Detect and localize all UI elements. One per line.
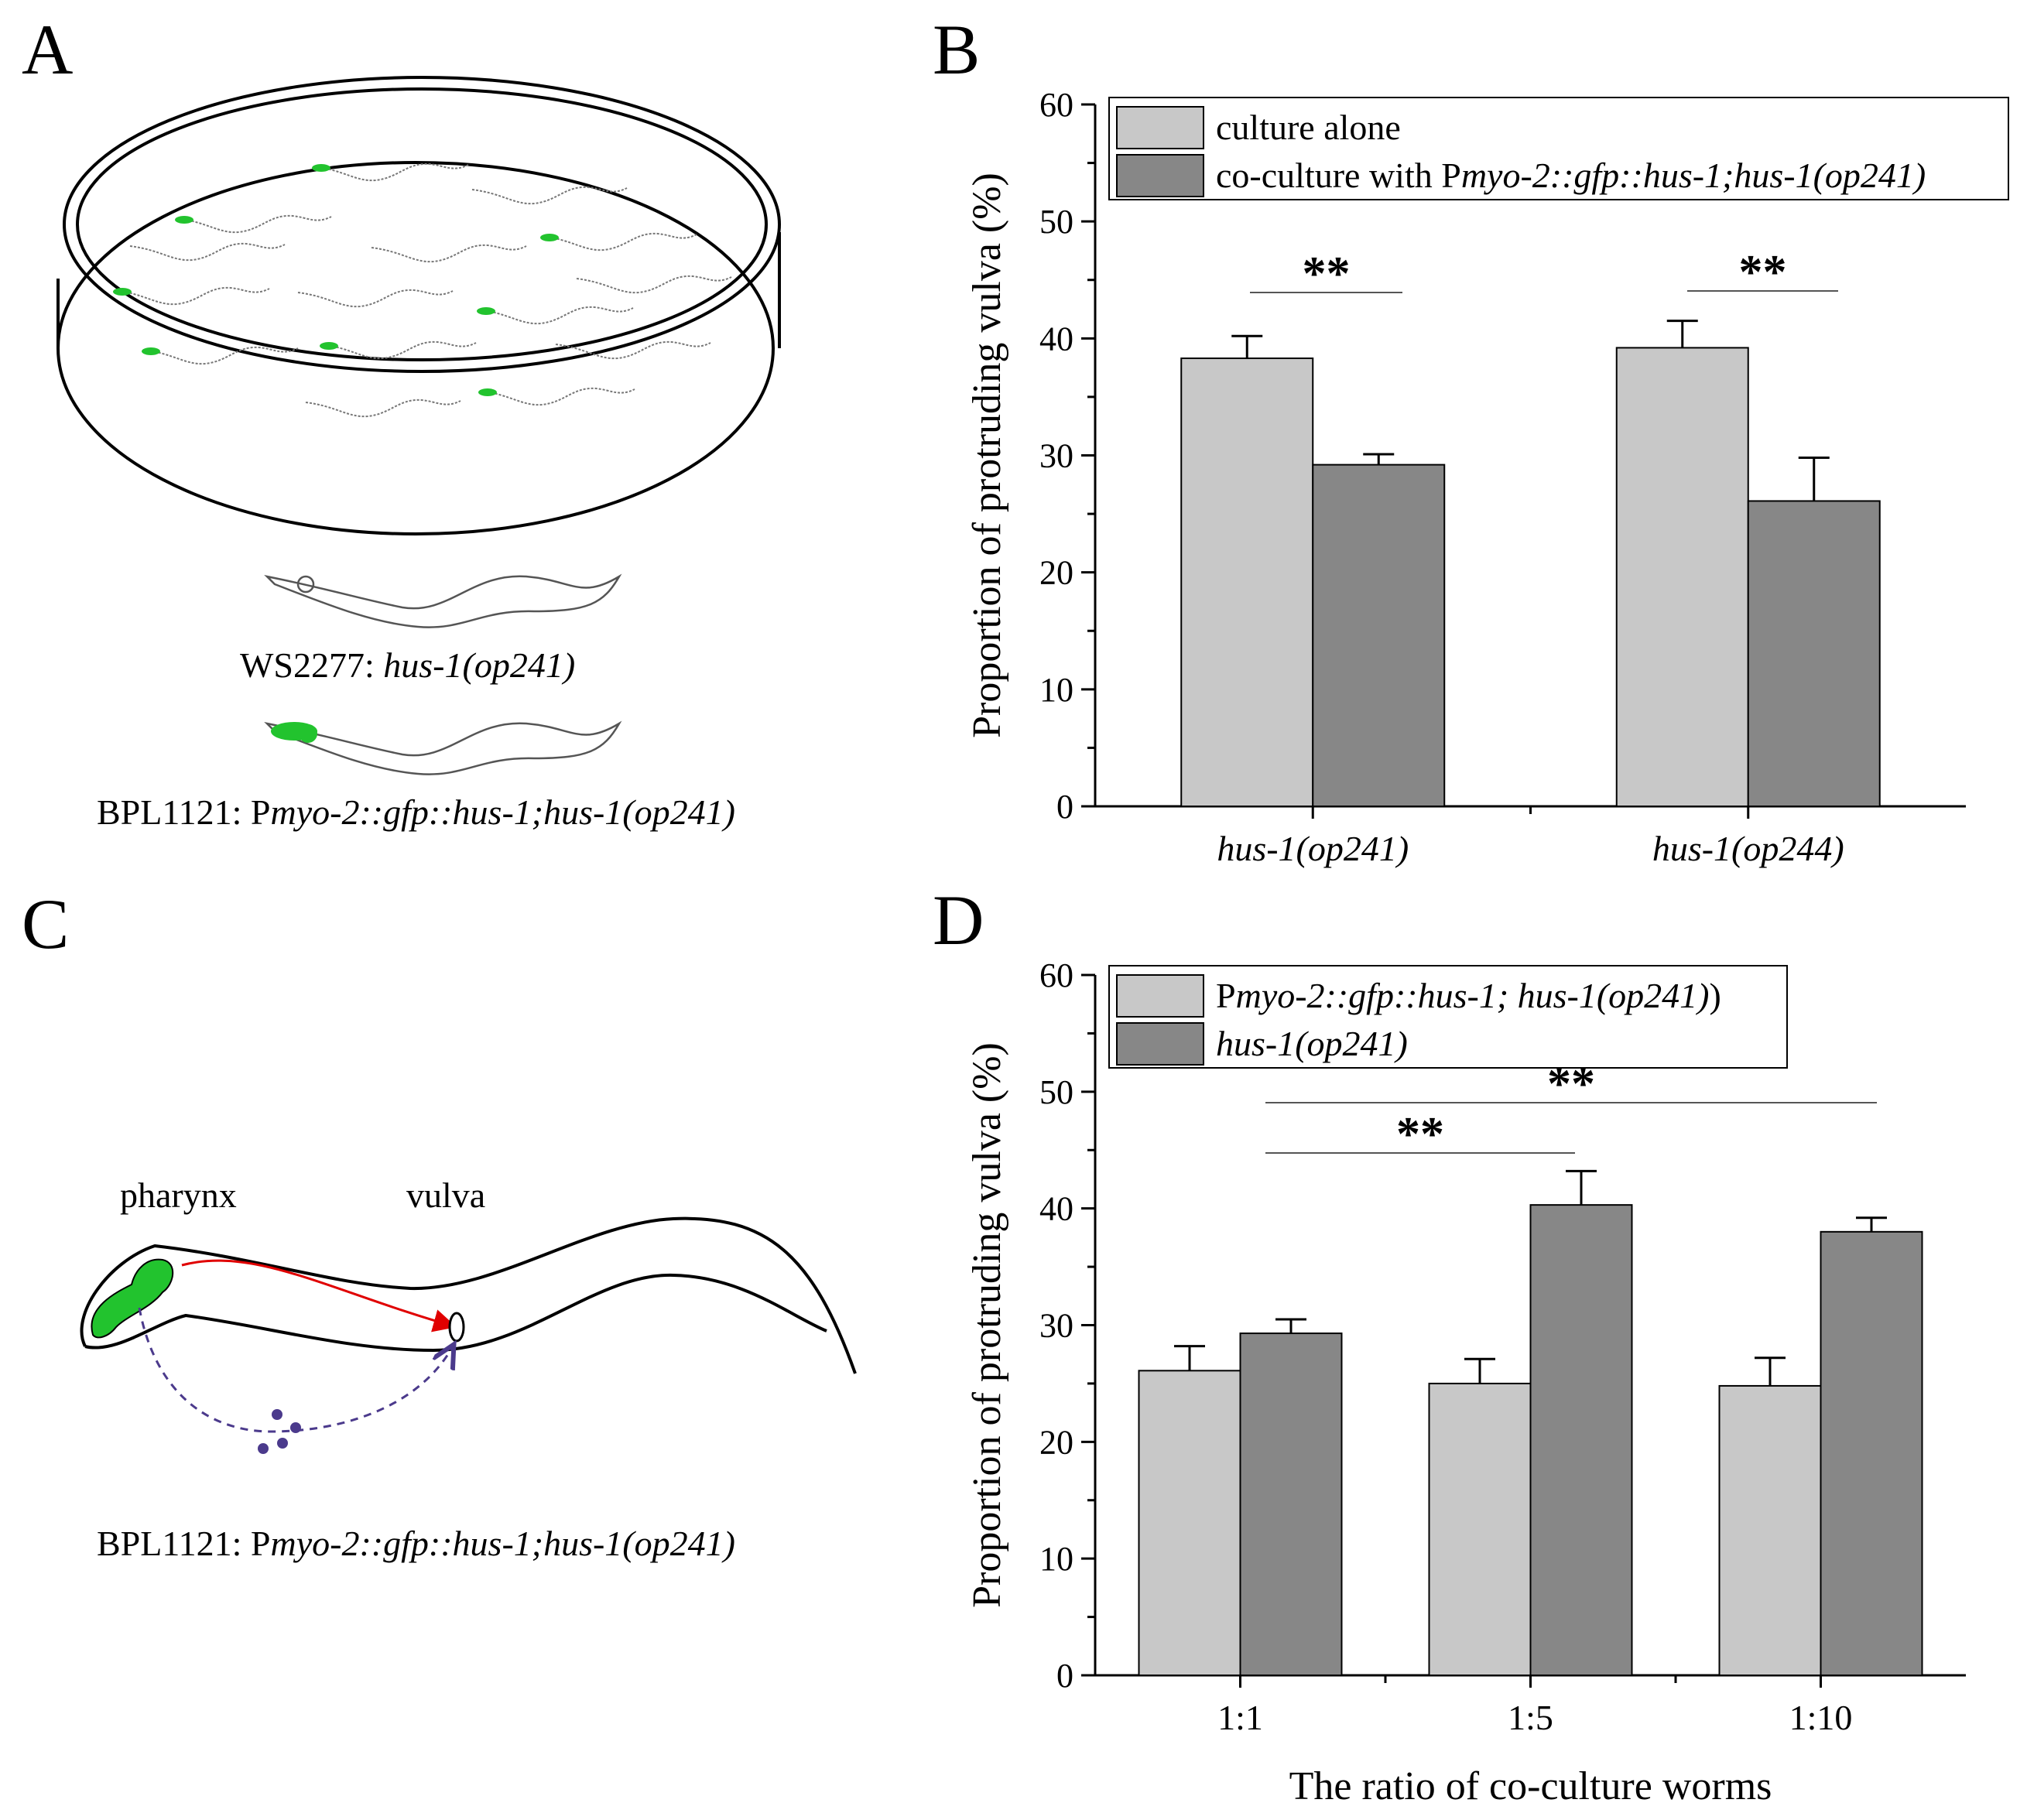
y-tick-label: 20 xyxy=(1039,554,1073,592)
pharynx-gfp-icon xyxy=(91,1258,174,1339)
y-axis-label: Proportion of protruding vulva (%) xyxy=(965,173,1009,738)
bpl1121-caption-prefix: BPL1121: P xyxy=(97,792,271,832)
chart-d: 0 10 20 30 40 50 60 Proportion of protruding vu… xyxy=(965,956,1966,1808)
legend-box xyxy=(1108,97,2009,200)
significance-stars: ** xyxy=(1739,246,1787,299)
legend-entry-prefix: co-culture with P xyxy=(1216,156,1461,195)
x-axis-label: The ratio of co-culture worms xyxy=(1289,1764,1772,1808)
worm-icon xyxy=(129,242,286,262)
x-tick-label: 1:1 xyxy=(1217,1698,1263,1737)
legend-entry-genotype: hus-1(op241) xyxy=(1216,1024,1408,1063)
bar xyxy=(1820,1230,1923,1677)
gfp-worm-icon xyxy=(540,232,697,251)
legend-swatch xyxy=(1116,106,1204,149)
legend-swatch xyxy=(1116,154,1204,197)
gfp-worm-icon xyxy=(175,214,332,234)
x-tick-label: hus-1(op244) xyxy=(1652,829,1844,868)
significance-stars: ** xyxy=(1396,1108,1444,1161)
y-tick-label: 20 xyxy=(1039,1423,1073,1461)
bar xyxy=(1138,1370,1241,1676)
panel-b: B 0 10 20 30 40 50 60 Proportion of protruding … xyxy=(933,10,2009,868)
bar xyxy=(1239,1332,1343,1677)
legend-swatch xyxy=(1116,1022,1204,1066)
panel-c: C pharynx vulva BPL1121: Pmyo-2::gfp::hu… xyxy=(22,884,857,1563)
gfp-worm-icon xyxy=(477,306,634,325)
y-tick-label: 60 xyxy=(1039,86,1073,124)
panel-a: A WS2277: hus-1(op241) BPL1121: Pmyo-2::… xyxy=(22,10,781,832)
bar xyxy=(1180,358,1314,807)
chart-b: 0 10 20 30 40 50 60 Proportion of protruding vu… xyxy=(965,86,2009,868)
gfp-worm-icon xyxy=(142,346,299,365)
bar xyxy=(1428,1382,1532,1676)
worm-icon xyxy=(297,289,454,308)
red-transport-arrow xyxy=(181,1259,457,1332)
y-tick-label: 30 xyxy=(1039,1307,1073,1345)
legend-entry: Pmyo-2::gfp::hus-1; hus-1(op241)) xyxy=(1216,976,1721,1015)
pharynx-label: pharynx xyxy=(120,1175,237,1215)
y-tick-label: 40 xyxy=(1039,320,1073,358)
ws2277-worm-illustration xyxy=(264,573,622,628)
panel-a-letter: A xyxy=(22,10,73,89)
y-tick-label: 0 xyxy=(1056,1657,1073,1695)
bpl1121-worm-illustration xyxy=(264,720,622,775)
ws2277-caption: WS2277: hus-1(op241) xyxy=(240,645,575,685)
legend-entry: hus-1(op241) xyxy=(1216,1024,1408,1063)
legend-box xyxy=(1108,965,1788,1069)
gfp-worm-icon xyxy=(312,162,469,182)
worm-icon xyxy=(471,186,628,205)
worm-icon xyxy=(576,275,732,294)
bpl1121-caption: BPL1121: Pmyo-2::gfp::hus-1;hus-1(op241) xyxy=(97,792,735,832)
worm-icon xyxy=(305,399,461,418)
bpl1121-caption-c-prefix: BPL1121: P xyxy=(97,1524,271,1563)
y-axis-label: Proportion of protruding vulva (%) xyxy=(965,1042,1009,1608)
legend-entry-genotype: myo-2::gfp::hus-1;hus-1(op241) xyxy=(1461,156,1926,195)
legend-entry-genotype: myo-2::gfp::hus-1; hus-1(op241) xyxy=(1236,976,1710,1015)
ws2277-caption-prefix: WS2277: xyxy=(240,645,383,685)
bar xyxy=(1747,500,1881,808)
panel-c-letter: C xyxy=(22,884,69,963)
y-tick-label: 10 xyxy=(1039,1540,1073,1578)
vulva-label: vulva xyxy=(406,1175,485,1215)
bar xyxy=(1615,347,1749,807)
significance-stars: ** xyxy=(1303,248,1351,300)
worm-body-illustration xyxy=(80,1216,857,1374)
legend-entry: culture alone xyxy=(1216,108,1401,147)
ws2277-caption-genotype: hus-1(op241) xyxy=(383,645,575,685)
legend-swatch xyxy=(1116,974,1204,1018)
legend-entry-suffix: ) xyxy=(1710,976,1721,1015)
legend-entry-text: culture alone xyxy=(1216,108,1401,147)
bar xyxy=(1718,1384,1822,1677)
legend-entry-prefix: P xyxy=(1216,976,1236,1015)
gfp-worm-icon xyxy=(113,286,270,306)
worm-icon xyxy=(371,244,527,263)
vulva-icon xyxy=(448,1312,465,1343)
petri-dish-illustration xyxy=(56,76,781,535)
y-tick-label: 60 xyxy=(1039,956,1073,994)
bpl1121-caption-genotype: myo-2::gfp::hus-1;hus-1(op241) xyxy=(271,792,735,832)
x-tick-label: 1:10 xyxy=(1789,1698,1853,1737)
bpl1121-caption-c-genotype: myo-2::gfp::hus-1;hus-1(op241) xyxy=(271,1524,735,1563)
y-tick-label: 0 xyxy=(1056,788,1073,826)
x-tick-label: 1:5 xyxy=(1508,1698,1553,1737)
worm-icon xyxy=(555,340,711,360)
y-tick-label: 50 xyxy=(1039,1073,1073,1111)
gfp-worm-icon xyxy=(320,340,477,360)
worm-population-illustration xyxy=(113,162,732,418)
panel-b-letter: B xyxy=(933,10,980,89)
bar xyxy=(1312,464,1446,807)
bar xyxy=(1529,1204,1633,1677)
legend-entry: co-culture with Pmyo-2::gfp::hus-1;hus-1… xyxy=(1216,156,1926,195)
y-tick-label: 40 xyxy=(1039,1190,1073,1228)
x-tick-label: hus-1(op241) xyxy=(1217,829,1409,868)
bpl1121-caption-c: BPL1121: Pmyo-2::gfp::hus-1;hus-1(op241) xyxy=(97,1524,735,1563)
y-tick-label: 10 xyxy=(1039,671,1073,709)
y-tick-label: 50 xyxy=(1039,203,1073,241)
panel-d-letter: D xyxy=(933,881,984,960)
gfp-worm-icon xyxy=(478,387,635,406)
y-tick-label: 30 xyxy=(1039,437,1073,475)
secreted-signal-dots xyxy=(258,1409,301,1454)
panel-d: D 0 10 20 30 40 50 60 Proportion of protruding … xyxy=(933,881,1966,1808)
secreted-signal-path xyxy=(138,1307,453,1433)
